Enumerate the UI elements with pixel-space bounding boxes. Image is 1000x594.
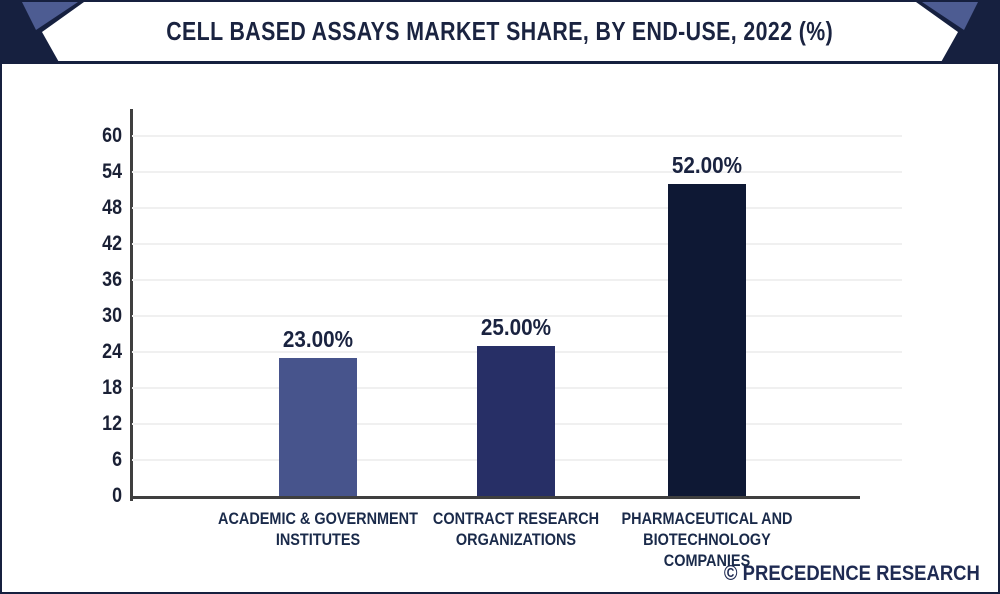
x-category-label-1: ACADEMIC & GOVERNMENT INSTITUTES: [218, 509, 418, 549]
bar-value-label-2: 25.00%: [480, 314, 552, 340]
y-tick-label-54: 54: [102, 160, 122, 183]
x-axis-line: [130, 496, 860, 499]
bar-value-label-1: 23.00%: [282, 326, 354, 352]
gridline-48: [132, 207, 902, 209]
gridline-54: [132, 171, 902, 173]
bar-1: [279, 358, 357, 496]
header-corner-left-dark-triangle: [2, 2, 84, 64]
y-tick-label-42: 42: [102, 232, 122, 255]
y-tick-label-30: 30: [102, 304, 122, 327]
gridline-36: [132, 279, 902, 281]
y-tick-label-60: 60: [102, 124, 122, 147]
y-tick-label-24: 24: [102, 340, 122, 363]
brand-watermark: © PRECEDENCE RESEARCH: [724, 562, 980, 585]
gridline-60: [132, 135, 902, 137]
header-corner-right-dark-triangle: [916, 2, 998, 64]
header-corner-left: [2, 2, 132, 64]
chart-title: CELL BASED ASSAYS MARKET SHARE, BY END-U…: [166, 16, 834, 46]
bar-value-label-3: 52.00%: [671, 152, 743, 178]
x-category-label-3: PHARMACEUTICAL AND BIOTECHNOLOGY COMPANI…: [621, 509, 793, 570]
y-tick-label-36: 36: [102, 268, 122, 291]
y-tick-label-48: 48: [102, 196, 122, 219]
y-tick-label-0: 0: [112, 484, 122, 507]
header-corner-right: [868, 2, 998, 64]
header-corner-right-light-triangle: [922, 2, 978, 30]
bar-3: [668, 184, 746, 496]
y-tick-label-12: 12: [102, 412, 122, 435]
x-category-label-2: CONTRACT RESEARCH ORGANIZATIONS: [432, 509, 600, 549]
bar-2: [477, 346, 555, 496]
y-axis-line: [130, 109, 133, 501]
y-tick-label-18: 18: [102, 376, 122, 399]
y-tick-label-6: 6: [112, 448, 122, 471]
plot-area: © PRECEDENCE RESEARCH 0 6 12 18 24 30 36 42 48 54…: [2, 67, 998, 592]
header-corner-left-light-triangle: [22, 2, 78, 30]
gridline-42: [132, 243, 902, 245]
gridline-30: [132, 315, 902, 317]
header-banner: CELL BASED ASSAYS MARKET SHARE, BY END-U…: [2, 2, 998, 64]
